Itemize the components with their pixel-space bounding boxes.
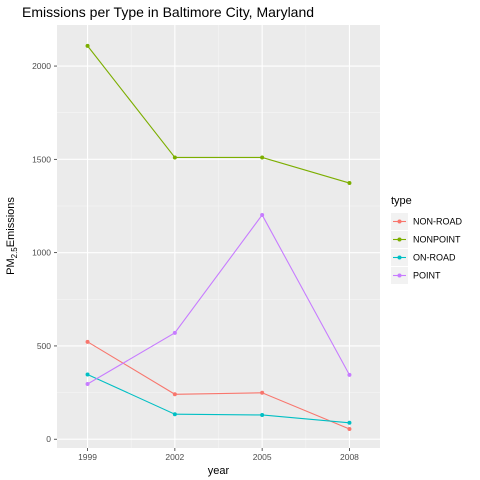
series-lines xyxy=(87,45,350,430)
y-axis-ticks: 0 500 1000 1500 2000 xyxy=(32,61,57,444)
data-point-on-road xyxy=(85,372,90,377)
y-axis-title-tail: Emissions xyxy=(5,197,17,248)
y-axis-title-subscript: 2.5 xyxy=(10,247,19,259)
legend-key-point-point xyxy=(397,273,402,278)
series-line-non-road xyxy=(87,341,350,430)
x-axis-title: year xyxy=(208,465,230,477)
series-line-point xyxy=(87,213,350,385)
data-point-point xyxy=(347,372,352,377)
x-tick-label: 2002 xyxy=(165,452,184,462)
data-point-nonpoint xyxy=(172,155,177,160)
data-point-on-road xyxy=(347,420,352,425)
data-point-non-road xyxy=(172,392,177,397)
legend-label-non-road: NON-ROAD xyxy=(413,217,462,227)
data-point-non-road xyxy=(85,339,90,344)
legend: type NON-ROAD NONPOINT ON-ROAD POINT xyxy=(391,195,462,284)
series-line-nonpoint xyxy=(87,45,350,184)
data-point-nonpoint xyxy=(260,155,265,160)
y-axis-title: PM2.5Emissions xyxy=(5,197,19,275)
data-point-point xyxy=(260,212,265,217)
legend-key-point-nonpoint xyxy=(397,237,402,242)
legend-key-point-non-road xyxy=(397,219,402,224)
legend-key-point-on-road xyxy=(397,255,402,260)
data-point-on-road xyxy=(260,412,265,417)
legend-label-nonpoint: NONPOINT xyxy=(413,235,461,245)
y-tick-label: 2000 xyxy=(32,61,51,71)
y-tick-label: 1500 xyxy=(32,154,51,164)
x-tick-label: 1999 xyxy=(78,452,97,462)
data-point-non-road xyxy=(347,426,352,431)
legend-label-point: POINT xyxy=(413,271,441,281)
x-axis-ticks: 1999 2002 2005 2008 xyxy=(78,448,359,462)
series-line-on-road xyxy=(87,373,350,424)
data-point-on-road xyxy=(172,412,177,417)
data-point-point xyxy=(85,381,90,386)
x-tick-label: 2005 xyxy=(253,452,272,462)
y-tick-label: 500 xyxy=(37,341,51,351)
data-point-nonpoint xyxy=(347,181,352,186)
legend-label-on-road: ON-ROAD xyxy=(413,253,456,263)
y-tick-label: 1000 xyxy=(32,248,51,258)
chart-title: Emissions per Type in Baltimore City, Ma… xyxy=(22,4,314,20)
y-axis-title-main: PM xyxy=(5,258,17,275)
minor-gridlines xyxy=(57,25,380,448)
data-point-point xyxy=(172,330,177,335)
legend-title: type xyxy=(391,195,412,207)
series-points xyxy=(85,43,352,431)
x-tick-label: 2008 xyxy=(340,452,359,462)
data-point-non-road xyxy=(260,390,265,395)
data-point-nonpoint xyxy=(85,43,90,48)
y-tick-label: 0 xyxy=(46,434,51,444)
major-gridlines xyxy=(57,25,380,448)
